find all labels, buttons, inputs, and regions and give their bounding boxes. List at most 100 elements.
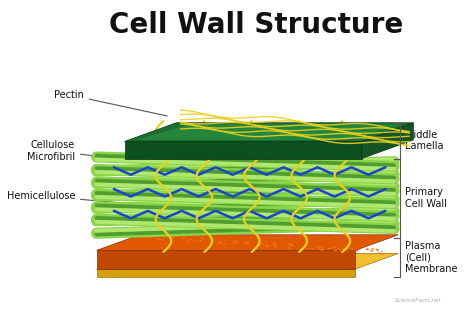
Ellipse shape [319,247,323,248]
Ellipse shape [332,247,334,249]
Ellipse shape [381,251,383,252]
Ellipse shape [366,248,369,250]
Ellipse shape [379,253,383,255]
Ellipse shape [200,241,201,242]
Ellipse shape [247,244,250,245]
Ellipse shape [280,244,282,245]
Ellipse shape [333,250,337,252]
Ellipse shape [272,242,276,244]
Text: Hemicellulose: Hemicellulose [7,191,146,205]
Ellipse shape [235,241,239,242]
Ellipse shape [376,249,378,250]
Ellipse shape [342,248,345,250]
Ellipse shape [219,242,221,243]
Ellipse shape [306,248,309,249]
Ellipse shape [311,248,314,250]
Ellipse shape [156,238,159,239]
Ellipse shape [340,251,342,252]
Ellipse shape [370,250,373,252]
Ellipse shape [189,239,192,240]
Ellipse shape [338,249,341,250]
Ellipse shape [269,245,272,246]
Ellipse shape [260,243,263,245]
Ellipse shape [358,249,360,250]
Ellipse shape [233,241,237,243]
Polygon shape [138,124,401,140]
Ellipse shape [200,240,202,241]
Ellipse shape [343,249,347,251]
Ellipse shape [355,250,359,252]
Polygon shape [124,141,362,159]
Text: Middle
Lamella: Middle Lamella [405,130,443,151]
Ellipse shape [232,240,234,241]
Polygon shape [96,269,355,277]
Ellipse shape [320,249,322,250]
Ellipse shape [187,241,190,242]
Ellipse shape [144,236,147,238]
Ellipse shape [378,252,380,253]
Text: Cellulose
Microfibril: Cellulose Microfibril [27,140,154,163]
Ellipse shape [148,237,151,239]
Polygon shape [96,253,398,269]
Ellipse shape [248,241,250,243]
Ellipse shape [161,239,164,241]
Ellipse shape [318,248,320,249]
Ellipse shape [218,241,221,243]
Ellipse shape [305,245,307,246]
Ellipse shape [376,249,379,251]
Text: ScienceFacts.net: ScienceFacts.net [395,298,441,303]
Ellipse shape [182,238,184,239]
Polygon shape [362,123,413,159]
Ellipse shape [308,245,311,246]
Ellipse shape [346,251,349,252]
Ellipse shape [265,245,269,246]
Ellipse shape [289,245,293,246]
Ellipse shape [346,249,349,251]
Ellipse shape [335,250,337,251]
Ellipse shape [201,238,205,240]
Ellipse shape [158,239,161,240]
Ellipse shape [166,236,168,237]
Ellipse shape [333,246,337,248]
Ellipse shape [183,237,186,238]
Ellipse shape [266,246,269,247]
Ellipse shape [244,242,248,244]
Ellipse shape [339,250,341,251]
Ellipse shape [366,249,369,250]
Ellipse shape [366,249,369,250]
Ellipse shape [350,249,354,251]
Text: Plasma
(Cell)
Membrane: Plasma (Cell) Membrane [405,241,457,274]
Text: Pectin: Pectin [54,90,167,116]
Ellipse shape [245,241,248,243]
Ellipse shape [256,243,259,245]
Ellipse shape [171,237,175,239]
Ellipse shape [224,240,226,241]
Ellipse shape [302,246,306,248]
Ellipse shape [210,239,213,241]
Ellipse shape [171,236,174,238]
Ellipse shape [149,236,151,237]
Ellipse shape [202,242,205,243]
Ellipse shape [273,246,277,247]
Ellipse shape [219,242,222,244]
Ellipse shape [216,243,219,244]
Ellipse shape [371,248,374,250]
Ellipse shape [291,245,294,246]
Ellipse shape [342,247,343,248]
Ellipse shape [320,250,323,251]
Ellipse shape [382,253,385,255]
Ellipse shape [346,247,349,248]
Ellipse shape [266,242,268,243]
Ellipse shape [288,243,292,245]
Ellipse shape [316,247,320,249]
Ellipse shape [287,247,291,249]
Ellipse shape [223,243,226,245]
Ellipse shape [230,243,234,245]
Ellipse shape [262,242,265,244]
Ellipse shape [193,240,196,241]
Ellipse shape [348,247,351,249]
Polygon shape [124,123,413,141]
Ellipse shape [223,241,225,242]
Ellipse shape [304,246,307,247]
Ellipse shape [274,244,277,245]
